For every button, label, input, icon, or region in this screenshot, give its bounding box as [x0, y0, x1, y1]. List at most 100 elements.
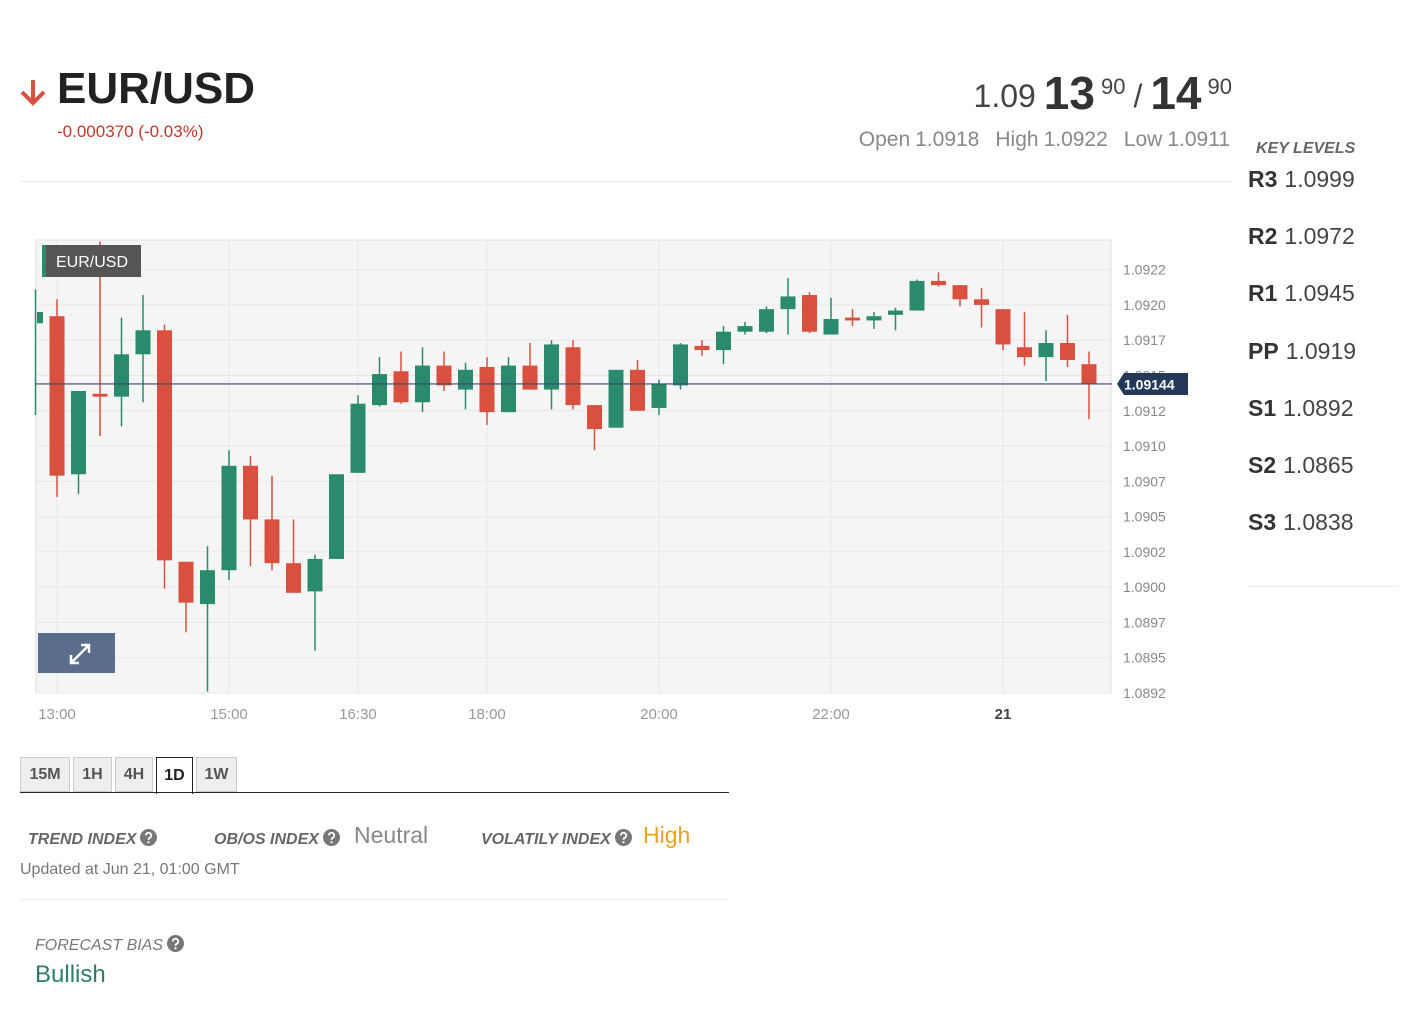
x-tick-label: 15:00	[210, 706, 248, 723]
candle-body	[694, 345, 710, 351]
stat: Open 1.0918	[859, 128, 980, 151]
candle-body	[565, 347, 581, 406]
x-tick-label: 21	[995, 706, 1012, 723]
candle-body	[393, 371, 409, 403]
y-tick-label: 1.0912	[1123, 403, 1166, 419]
last-price-box	[1117, 372, 1188, 395]
y-tick-label: 1.0900	[1123, 579, 1166, 595]
y-tick-label: 1.0892	[1123, 685, 1166, 701]
series-tag-label: EUR/USD	[56, 254, 128, 271]
candle-body	[372, 374, 387, 406]
candle-body	[221, 465, 237, 571]
key-levels-title: KEY LEVELS	[1256, 140, 1356, 157]
candle-body	[716, 331, 731, 351]
trend-index-label: TREND INDEX	[28, 829, 158, 849]
help-icon[interactable]	[140, 829, 158, 846]
candle-body	[1060, 343, 1075, 360]
key-level: S1 1.0892	[1248, 395, 1354, 422]
change: -0.000370 (-0.03%)	[57, 122, 204, 141]
series-tag-accent	[42, 245, 46, 277]
level-name: R3	[1248, 166, 1278, 192]
candle-body	[286, 563, 301, 593]
help-icon[interactable]	[614, 829, 632, 846]
volatility-value: High	[643, 822, 691, 848]
candle-body	[157, 330, 172, 561]
y-tick-label: 1.0907	[1123, 473, 1166, 489]
separator: /	[1133, 78, 1143, 114]
stats: Open 1.0918 High 1.0922 Low 1.0911	[859, 128, 1230, 152]
candle-body	[458, 369, 473, 390]
label: FORECAST BIAS	[35, 937, 164, 954]
candle-body	[92, 393, 108, 397]
stat-value: 1.0918	[915, 128, 980, 151]
plot-area	[35, 239, 1112, 694]
tab[interactable]: 1H	[73, 757, 112, 792]
candle-body	[866, 316, 882, 321]
candle-body	[931, 280, 946, 286]
candle-body	[501, 365, 516, 413]
candle-body	[329, 474, 344, 559]
level-name: R1	[1248, 280, 1278, 307]
x-tick-label: 16:30	[339, 706, 377, 723]
help-icon[interactable]	[322, 829, 340, 846]
ask-pip: 90	[1207, 74, 1232, 99]
candle-body	[71, 391, 86, 475]
bid-big: 13	[1043, 67, 1095, 119]
candle-body	[995, 309, 1011, 345]
candle-body	[780, 296, 796, 310]
level-name: PP	[1248, 337, 1279, 364]
candle-body	[909, 280, 925, 311]
candle-body	[436, 365, 452, 386]
level-value: 1.0838	[1283, 509, 1354, 536]
tabs-line	[20, 792, 729, 793]
level-value: 1.0999	[1284, 166, 1355, 192]
ask-big: 14	[1150, 67, 1202, 119]
candle-body	[608, 369, 624, 428]
candle-body	[264, 519, 280, 564]
label: TREND INDEX	[28, 831, 137, 848]
expand-button[interactable]	[38, 633, 115, 673]
tab[interactable]: 15M	[20, 757, 70, 792]
key-level: R3 1.0999	[1248, 166, 1355, 193]
x-tick-label: 22:00	[812, 706, 850, 723]
stat: High 1.0922	[995, 128, 1107, 151]
stat-value: 1.0911	[1167, 128, 1230, 151]
candle-body	[307, 558, 323, 592]
candle-body	[888, 310, 903, 315]
tab[interactable]: 4H	[115, 757, 153, 792]
tab[interactable]: 1D	[156, 757, 193, 794]
x-tick-label: 13:00	[38, 706, 76, 723]
tab[interactable]: 1W	[196, 757, 237, 792]
candle-body	[178, 561, 194, 603]
level-name: S1	[1248, 394, 1277, 421]
bid-pip: 90	[1100, 74, 1126, 99]
candle-body	[952, 285, 968, 300]
stat-label: Low	[1123, 128, 1163, 151]
stat-value: 1.0922	[1043, 128, 1108, 151]
level-name: S2	[1248, 452, 1277, 478]
x-tick-label: 18:00	[468, 706, 506, 723]
updated: Updated at Jun 21, 01:00 GMT	[20, 861, 240, 878]
candle-body	[200, 570, 215, 605]
x-tick-label: 20:00	[640, 706, 678, 723]
candle-body	[802, 295, 817, 332]
key-level: PP 1.0919	[1248, 338, 1356, 365]
level-name: R2	[1248, 223, 1278, 250]
y-tick-label: 1.0910	[1123, 438, 1166, 454]
down-arrow	[20, 80, 46, 106]
key-level: R2 1.0972	[1248, 223, 1355, 250]
level-name: S3	[1248, 509, 1277, 536]
candle-body	[673, 344, 688, 386]
help-icon[interactable]	[167, 935, 185, 952]
candle-body	[135, 330, 151, 355]
pair-title: EUR/USD	[57, 64, 256, 113]
candle-body	[114, 354, 129, 397]
label: OB/OS INDEX	[214, 831, 319, 848]
candle-body	[49, 316, 65, 476]
candle-body	[522, 365, 538, 390]
forecast-label: FORECAST BIAS	[35, 935, 185, 955]
quote: 1.09 13 90 / 14 90	[974, 66, 1232, 120]
button-bg	[38, 633, 115, 673]
